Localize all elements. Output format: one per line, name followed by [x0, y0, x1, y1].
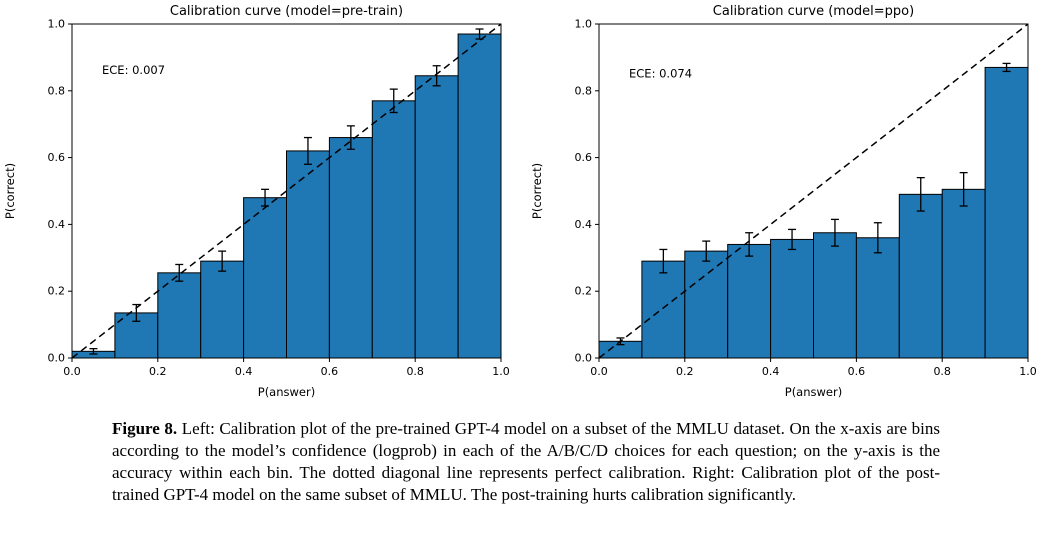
error-bar [303, 136, 312, 165]
y-tick-label: 0.4 [575, 218, 593, 231]
error-bar [873, 222, 882, 254]
calibration-bar [684, 250, 729, 359]
calibration-bar [727, 243, 772, 359]
x-tick-label: 0.2 [676, 365, 694, 378]
error-bar [346, 125, 355, 150]
calibration-bar [855, 237, 900, 359]
error-bar [389, 88, 398, 114]
x-tick-label: 1.0 [492, 365, 510, 378]
error-bar [1002, 62, 1011, 73]
x-tick-label: 0.8 [406, 365, 424, 378]
perfect-calibration-line [598, 23, 1029, 359]
chart-title: Calibration curve (model=pre-train) [170, 4, 403, 19]
y-tick-label: 0.4 [48, 218, 66, 231]
calibration-bar [813, 232, 857, 359]
error-bar [132, 303, 141, 322]
y-tick-label: 0.6 [48, 151, 66, 164]
calibration-chart-pretrain: 0.0 0.2 0.4 0.6 0.8 1.0 0.0 0.2 0.4 0.6 0.8 1.0 Cali… [3, 4, 510, 399]
y-tick-label: 0.0 [48, 352, 66, 365]
ece-annotation: ECE: 0.074 [629, 66, 692, 80]
perfect-calibration-line [71, 23, 502, 359]
y-tick-label: 0.8 [575, 84, 593, 97]
y-tick-label: 0.6 [575, 151, 593, 164]
plot-border [71, 23, 502, 359]
calibration-bar [770, 238, 815, 359]
figure-8: 0.0 0.2 0.4 0.6 0.8 1.0 0.0 0.2 0.4 0.6 0.8 1.0 Cali… [3, 4, 1037, 506]
calibration-bar [328, 137, 373, 359]
error-bar [432, 65, 441, 87]
charts-row: 0.0 0.2 0.4 0.6 0.8 1.0 0.0 0.2 0.4 0.6 0.8 1.0 Cali… [3, 4, 1037, 399]
plot-area [71, 23, 502, 359]
x-tick-label: 0.4 [762, 365, 780, 378]
calibration-bar [414, 75, 459, 359]
error-bar [916, 176, 925, 212]
y-tick-label: 1.0 [575, 18, 593, 31]
error-bar [659, 248, 668, 274]
chart-title: Calibration curve (model=ppo) [713, 4, 914, 19]
x-tick-label: 1.0 [1019, 365, 1037, 378]
error-bar [702, 240, 711, 262]
calibration-bar [641, 260, 686, 359]
y-tick-label: 0.8 [48, 84, 66, 97]
error-bar [959, 171, 968, 207]
x-tick-label: 0.6 [848, 365, 866, 378]
calibration-bar [941, 188, 986, 359]
y-tick-label: 0.2 [575, 285, 593, 298]
error-bar [261, 188, 270, 207]
y-axis-label: P(correct) [530, 163, 544, 219]
ece-annotation: ECE: 0.007 [102, 63, 165, 77]
error-bar [830, 218, 839, 247]
x-tick-label: 0.6 [321, 365, 339, 378]
calibration-bar [898, 193, 943, 359]
y-tick-label: 0.0 [575, 352, 593, 365]
error-bar [745, 232, 754, 257]
error-bar [475, 28, 484, 40]
x-tick-label: 0.2 [149, 365, 167, 378]
x-axis-label: P(answer) [785, 385, 842, 399]
figure-caption-label: Figure 8. [112, 419, 178, 438]
calibration-chart-ppo: 0.0 0.2 0.4 0.6 0.8 1.0 0.0 0.2 0.4 0.6 0.8 1.0 Cali… [530, 4, 1037, 399]
error-bar [788, 228, 797, 251]
figure-caption: Figure 8. Left: Calibration plot of the … [112, 418, 940, 506]
error-bar [218, 250, 227, 272]
calibration-bar [457, 33, 502, 359]
x-axis-label: P(answer) [258, 385, 315, 399]
x-tick-label: 0.0 [63, 365, 81, 378]
error-bar [89, 347, 98, 355]
x-tick-label: 0.0 [590, 365, 608, 378]
calibration-bar [200, 260, 245, 359]
calibration-bar [286, 150, 330, 359]
x-tick-label: 0.4 [235, 365, 253, 378]
y-axis-label: P(correct) [3, 163, 17, 219]
calibration-bar [984, 66, 1029, 359]
y-tick-label: 0.2 [48, 285, 66, 298]
y-tick-label: 1.0 [48, 18, 66, 31]
plot-border [598, 23, 1029, 359]
x-tick-label: 0.8 [933, 365, 951, 378]
plot-area [598, 23, 1029, 359]
calibration-bar [371, 100, 416, 359]
figure-caption-text: Left: Calibration plot of the pre-traine… [112, 419, 940, 504]
error-bar [175, 263, 184, 282]
calibration-bar [243, 197, 288, 359]
error-bar [616, 337, 625, 346]
